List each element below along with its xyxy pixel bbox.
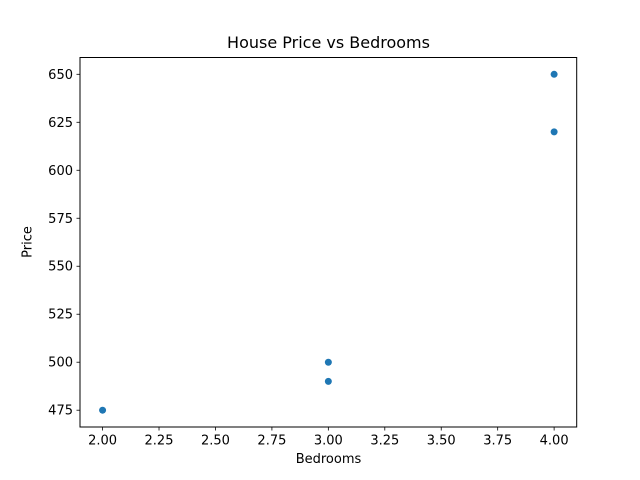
x-tick-label: 3.25: [370, 434, 399, 449]
y-axis-ticks: 475 500 525 550 575 600 625 650: [48, 68, 80, 419]
x-axis-ticks: 2.00 2.25 2.50 2.75 3.00 3.25 3.50 3.75 4.00: [88, 427, 569, 449]
y-tick-label: 475: [48, 404, 73, 419]
plot-area-border: [79, 57, 578, 428]
x-tick-label: 3.50: [427, 434, 456, 449]
x-tick-label: 3.75: [483, 434, 512, 449]
x-tick-label: 2.25: [145, 434, 174, 449]
y-tick-label: 625: [48, 116, 73, 131]
y-tick-label: 650: [48, 68, 73, 83]
y-tick-label: 575: [48, 212, 73, 227]
data-point: [550, 128, 558, 136]
y-tick-label: 525: [48, 308, 73, 323]
data-point: [324, 358, 332, 366]
y-tick-label: 600: [48, 164, 73, 179]
x-axis-label: Bedrooms: [295, 452, 362, 467]
x-tick-label: 3.00: [314, 434, 343, 449]
data-point: [550, 70, 558, 78]
x-tick-label: 2.00: [88, 434, 117, 449]
y-tick-label: 500: [48, 356, 73, 371]
x-tick-label: 2.75: [257, 434, 286, 449]
data-point: [324, 377, 332, 385]
data-points: [99, 70, 558, 414]
data-point: [99, 406, 107, 414]
x-tick-label: 2.50: [201, 434, 230, 449]
chart-title: House Price vs Bedrooms: [227, 33, 430, 52]
x-tick-label: 4.00: [540, 434, 569, 449]
y-tick-label: 550: [48, 260, 73, 275]
y-axis-label: Price: [20, 226, 36, 258]
